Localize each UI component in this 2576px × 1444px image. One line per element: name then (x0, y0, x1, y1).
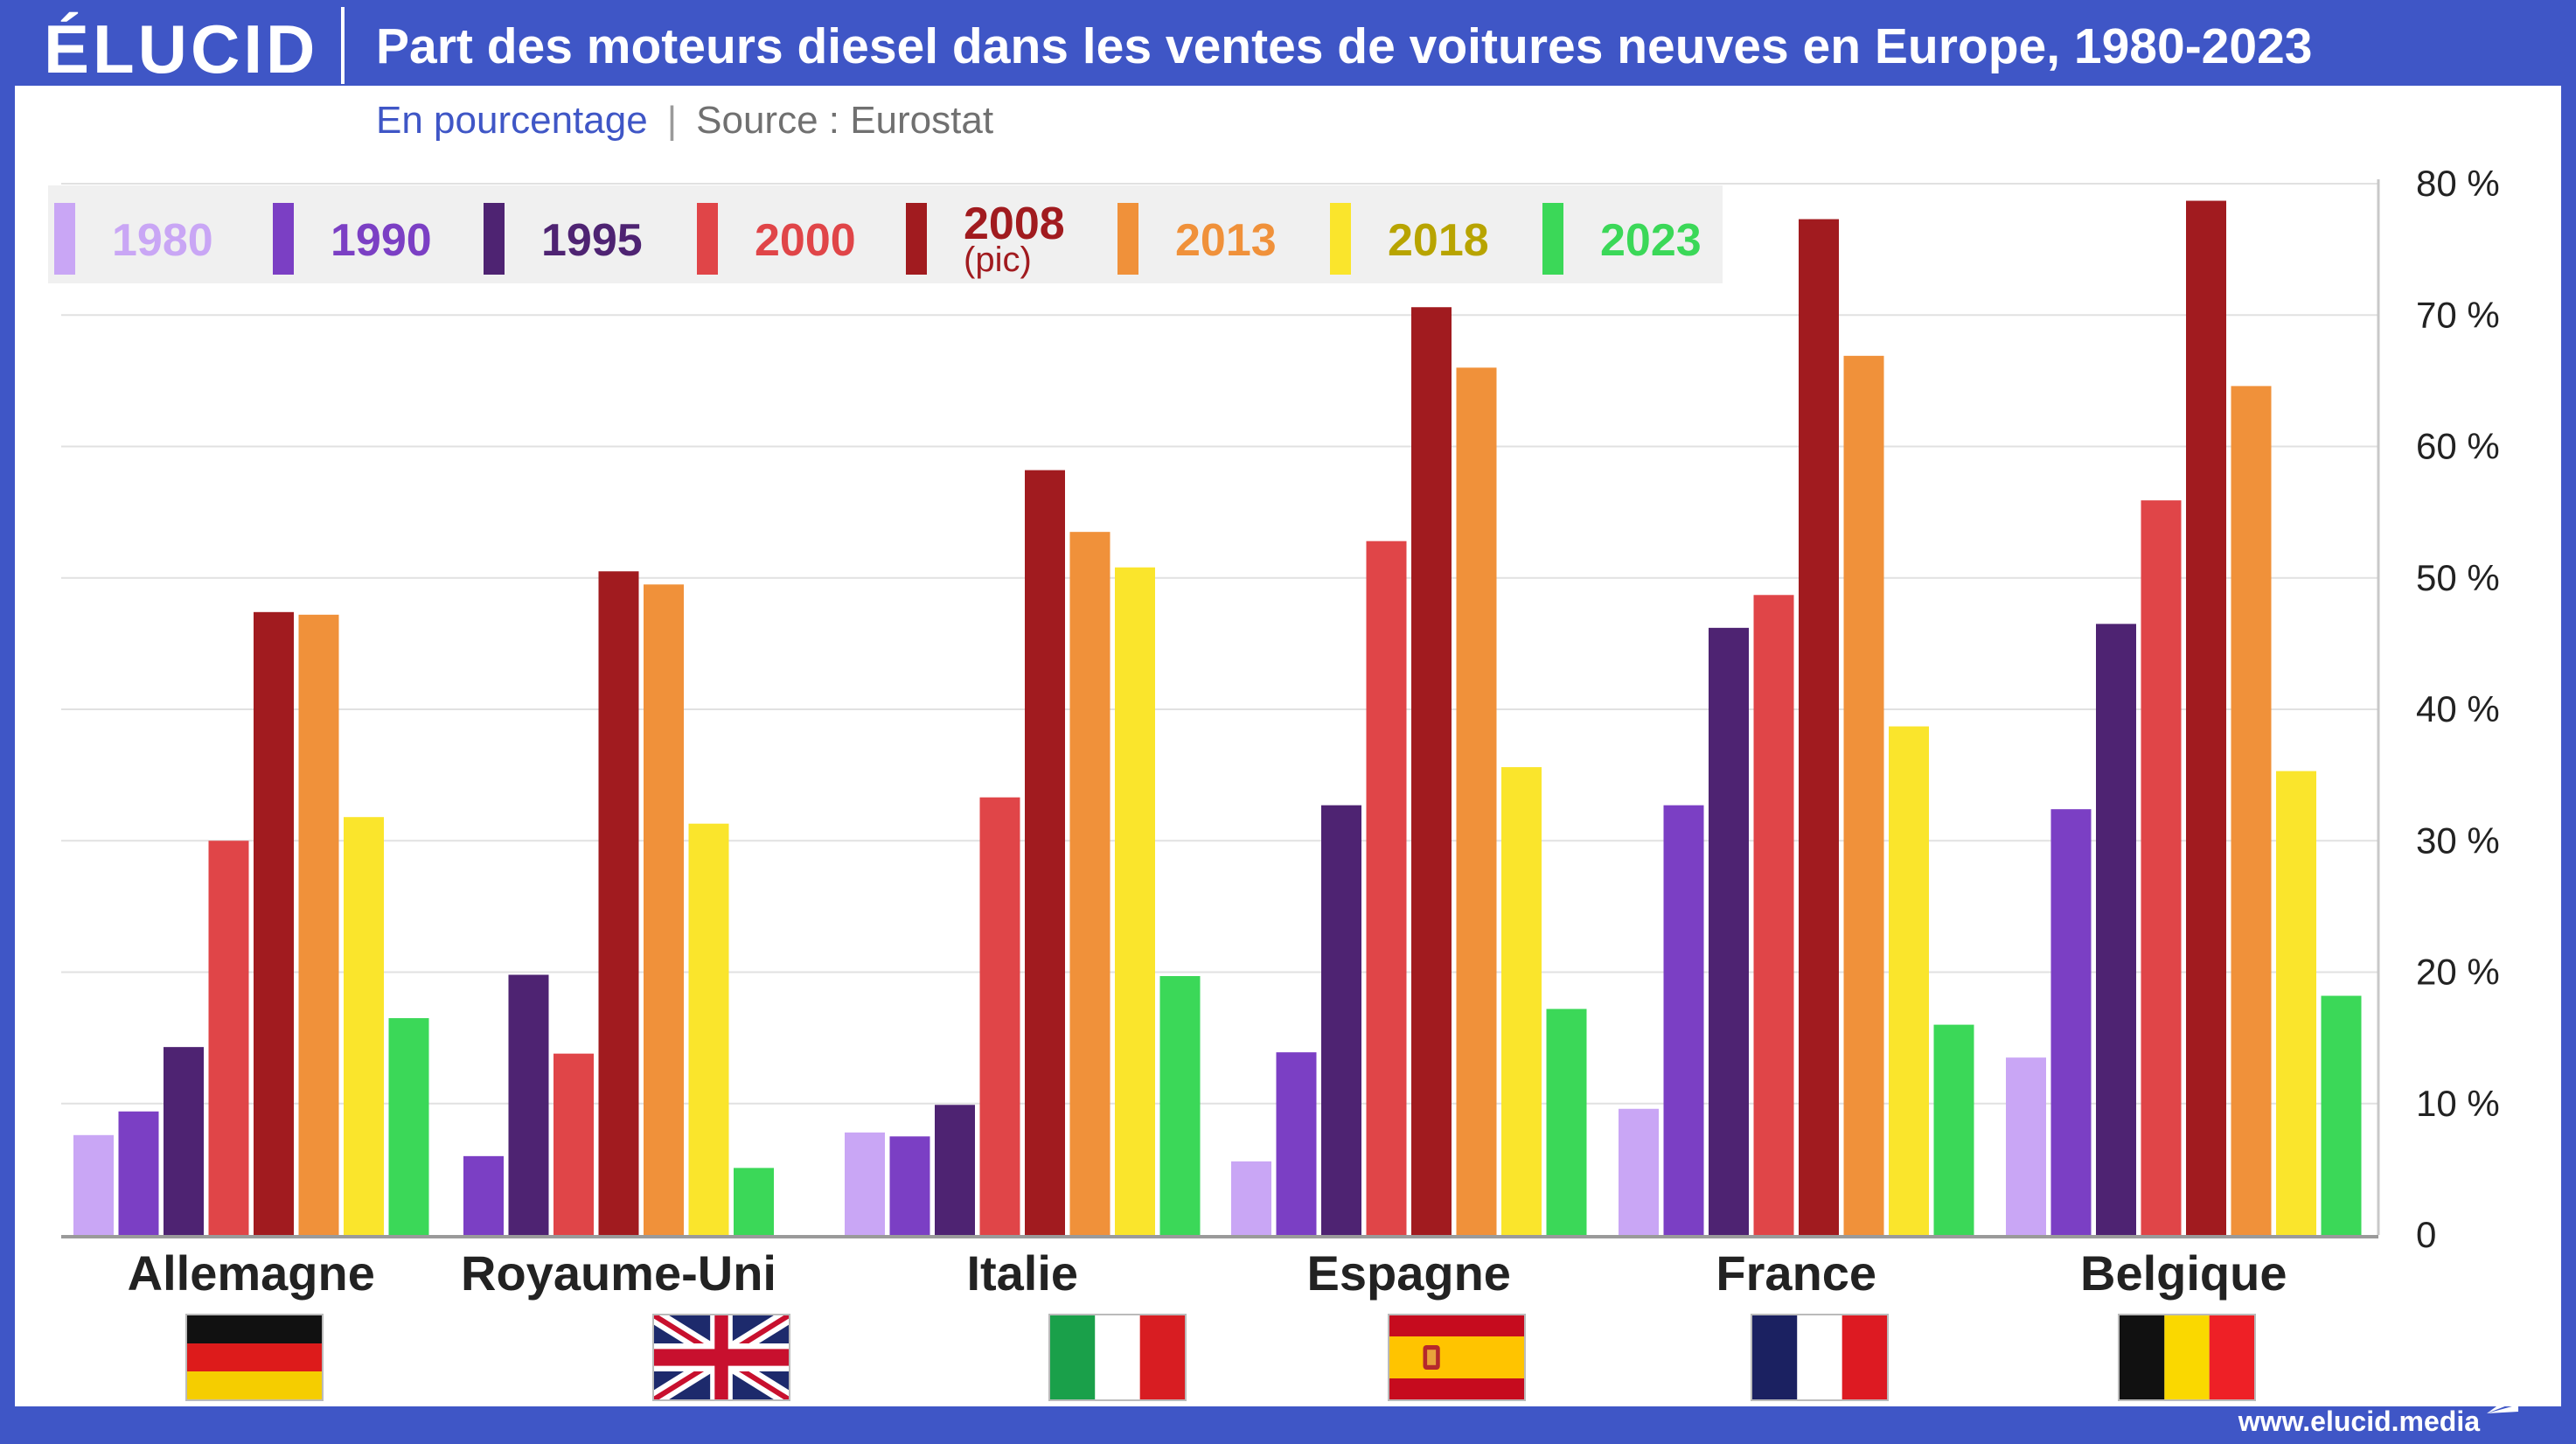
legend-swatch (484, 203, 505, 275)
bar (2006, 1057, 2046, 1235)
legend-label: 1995 (541, 215, 643, 266)
bar (2276, 771, 2316, 1235)
uk-flag (652, 1314, 790, 1401)
legend-swatch (54, 203, 75, 275)
legend-swatch (697, 203, 718, 275)
bar (644, 584, 684, 1235)
bar (845, 1132, 885, 1235)
legend-note: (pic) (964, 241, 1032, 279)
bar (1799, 219, 1839, 1235)
category-label: Espagne (1307, 1245, 1511, 1301)
bar (935, 1105, 975, 1235)
bar (1115, 567, 1155, 1235)
bar (1709, 627, 1749, 1235)
bar (1321, 805, 1361, 1235)
bar (254, 611, 294, 1235)
legend-label: 2023 (1600, 215, 1702, 266)
y-tick-label: 20 % (2416, 952, 2500, 993)
legend-label: 2008 (964, 199, 1065, 249)
category-label: France (1716, 1245, 1876, 1301)
y-tick-label: 60 % (2416, 426, 2500, 467)
source-label: Source : Eurostat (696, 99, 994, 142)
bar (388, 1018, 429, 1235)
legend-swatch (1542, 203, 1563, 275)
bar (979, 797, 1020, 1235)
belgium-flag (2118, 1314, 2256, 1401)
y-tick-label: 40 % (2416, 688, 2500, 729)
bar (1411, 307, 1452, 1235)
germany-flag (185, 1314, 324, 1401)
legend-label: 1990 (331, 215, 432, 266)
bar (2096, 624, 2136, 1235)
unit-label: En pourcentage (376, 99, 648, 142)
bar (2141, 500, 2182, 1235)
bar (734, 1168, 774, 1235)
elucid-mark-icon (2487, 1391, 2518, 1413)
header-divider (341, 7, 345, 84)
bar (1753, 595, 1794, 1235)
bar (1933, 1024, 1974, 1235)
bar (208, 841, 249, 1235)
bar (344, 817, 384, 1235)
chart-subtitle: En pourcentage | Source : Eurostat (376, 94, 993, 147)
bar (1663, 805, 1704, 1235)
bar (1159, 976, 1201, 1235)
category-label: Royaume-Uni (461, 1245, 776, 1301)
bar (508, 974, 549, 1235)
bar (2321, 995, 2362, 1235)
bar (1501, 767, 1542, 1235)
y-tick-label: 0 (2416, 1214, 2436, 1255)
bar (463, 1155, 504, 1235)
legend-swatch (1330, 203, 1351, 275)
bar (1889, 726, 1929, 1235)
bar (598, 571, 639, 1235)
bar (2231, 386, 2272, 1235)
y-tick-label: 10 % (2416, 1083, 2500, 1124)
bar (2186, 200, 2226, 1236)
bar (73, 1134, 114, 1235)
bar (2050, 809, 2092, 1235)
italy-flag (1048, 1314, 1187, 1401)
subtitle-separator: | (666, 99, 678, 142)
france-flag (1751, 1314, 1889, 1401)
spain-flag (1388, 1314, 1526, 1401)
bar (1619, 1108, 1659, 1235)
bar (1276, 1052, 1317, 1235)
legend-label: 2018 (1388, 215, 1489, 266)
bar (1843, 355, 1884, 1235)
chart-title: Part des moteurs diesel dans les ventes … (376, 18, 2313, 74)
category-label: Allemagne (128, 1245, 375, 1301)
bar (1069, 532, 1110, 1235)
y-tick-label: 50 % (2416, 557, 2500, 598)
bar (1546, 1008, 1587, 1235)
y-tick-label: 80 % (2416, 163, 2500, 204)
bar (889, 1136, 930, 1235)
footer-url: www.elucid.media (2238, 1406, 2480, 1437)
bar (1025, 470, 1065, 1235)
elucid-logo: ÉLUCID (44, 10, 319, 87)
legend-swatch (1117, 203, 1138, 275)
legend-label: 2013 (1175, 215, 1277, 266)
category-label: Italie (966, 1245, 1078, 1301)
legend-swatch (906, 203, 927, 275)
y-tick-label: 30 % (2416, 820, 2500, 861)
legend-swatch (273, 203, 294, 275)
category-label: Belgique (2080, 1245, 2287, 1301)
legend-label: 2000 (755, 215, 856, 266)
bar (118, 1111, 159, 1235)
bar (1366, 541, 1407, 1235)
bar (553, 1053, 594, 1235)
bar (1456, 367, 1497, 1236)
bar (1231, 1161, 1271, 1235)
legend-box (48, 185, 1723, 283)
legend-label: 1980 (112, 215, 213, 266)
y-tick-label: 70 % (2416, 294, 2500, 335)
bar (298, 614, 339, 1235)
bar (164, 1047, 204, 1235)
bar (688, 823, 729, 1235)
